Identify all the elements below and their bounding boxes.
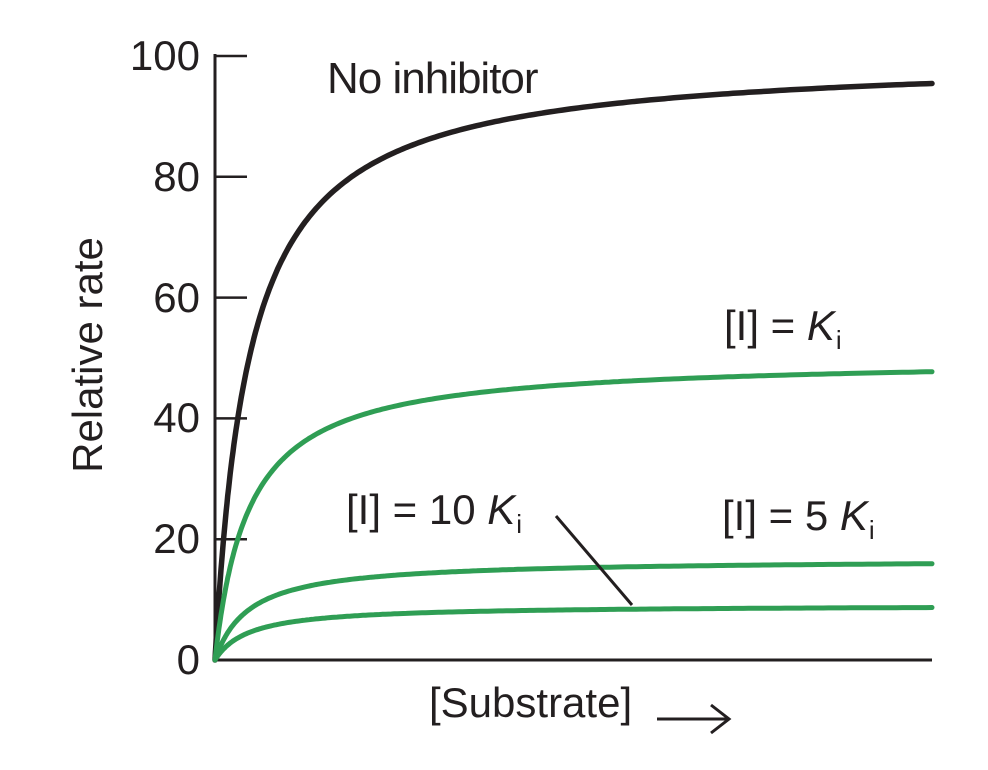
- curves-layer: [212, 54, 935, 663]
- ki-symbol: K: [839, 492, 868, 539]
- curve-5ki: [212, 561, 935, 663]
- y-tick-label-100: 100: [129, 32, 200, 79]
- y-tick-label-0: 0: [176, 636, 200, 683]
- y-tick-label-60: 60: [153, 273, 200, 321]
- annotation-10ki-prefix: [I] = 10: [346, 486, 488, 533]
- ki-subscript: i: [516, 509, 523, 539]
- curve-10ki: [212, 605, 935, 663]
- y-tick-label-80: 80: [153, 152, 200, 200]
- ki-subscript: i: [868, 515, 875, 545]
- y-axis-title: Relative rate: [64, 237, 111, 473]
- curve-no-inhibitor: [212, 80, 935, 663]
- y-tick-label-40: 40: [153, 394, 200, 442]
- ki-symbol: K: [806, 302, 835, 349]
- ki-symbol: K: [487, 486, 516, 533]
- y-tick-label-20: 20: [153, 515, 200, 563]
- annotation-10ki: [I] = 10 Ki: [346, 486, 522, 538]
- annotation-no-inhibitor: No inhibitor: [327, 54, 539, 103]
- annotation-5ki: [I] = 5 Ki: [722, 492, 875, 544]
- ki-subscript: i: [835, 325, 842, 355]
- annotation-5ki-prefix: [I] = 5: [722, 492, 840, 539]
- annotation-ki-prefix: [I] =: [724, 302, 807, 349]
- annotation-ki: [I] = Ki: [724, 302, 842, 354]
- annotation-leader-line: [554, 515, 634, 606]
- curve-ki: [212, 369, 935, 663]
- x-axis-title-text: [Substrate]: [429, 679, 633, 726]
- x-axis-title: [Substrate]: [429, 682, 632, 724]
- right-arrow-icon: [657, 703, 732, 735]
